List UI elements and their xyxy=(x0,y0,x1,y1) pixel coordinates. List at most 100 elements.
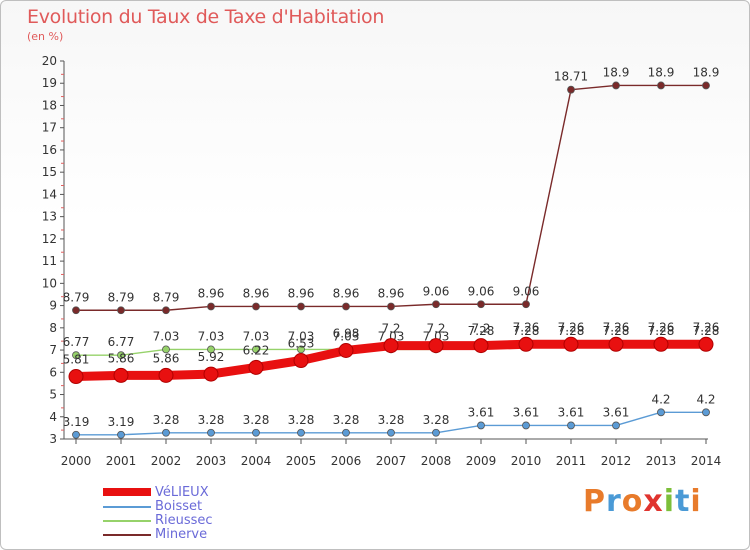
chart-unit: (en %) xyxy=(27,30,64,43)
y-tick-label: 7 xyxy=(49,343,57,357)
data-label-minerve: 8.79 xyxy=(153,290,180,304)
y-tick-label: 8 xyxy=(49,321,57,335)
data-point-minerve xyxy=(612,81,620,90)
y-tick-label: 6 xyxy=(49,365,57,379)
brand-letter: P xyxy=(583,484,606,519)
data-label-boisset: 3.28 xyxy=(153,413,180,427)
data-label-rieussec: 7.03 xyxy=(333,329,360,343)
data-point-boisset xyxy=(567,421,575,430)
x-tick-label: 2006 xyxy=(331,454,362,468)
data-label-boisset: 3.28 xyxy=(378,413,405,427)
data-label-rieussec: 7.28 xyxy=(648,324,675,338)
data-point-v-lieux xyxy=(248,359,264,375)
data-label-minerve: 18.9 xyxy=(648,65,675,79)
legend-label: Boisset xyxy=(155,499,203,514)
data-point-v-lieux xyxy=(653,336,669,352)
data-point-minerve xyxy=(297,302,305,311)
data-point-v-lieux xyxy=(563,336,579,352)
data-label-rieussec: 7.28 xyxy=(558,324,585,338)
data-label-rieussec: 7.03 xyxy=(153,329,180,343)
data-point-rieussec xyxy=(117,351,125,360)
x-tick-label: 2007 xyxy=(376,454,407,468)
data-label-v-lieux: 7.26 xyxy=(513,320,540,334)
data-label-minerve: 18.9 xyxy=(693,65,720,79)
legend-item-rieussec: Rieussec xyxy=(103,513,303,528)
data-label-rieussec: 7.03 xyxy=(378,329,405,343)
legend-swatch xyxy=(103,488,151,496)
legend-item-boisset: Boisset xyxy=(103,499,303,514)
data-point-minerve xyxy=(567,85,575,94)
data-label-rieussec: 6.77 xyxy=(63,335,90,349)
data-label-v-lieux: 6.53 xyxy=(288,337,315,351)
x-tick-label: 2014 xyxy=(691,454,722,468)
data-label-v-lieux: 6.98 xyxy=(333,327,360,341)
brand-letter: i xyxy=(663,484,676,519)
data-point-minerve xyxy=(207,302,215,311)
data-point-v-lieux xyxy=(113,367,129,383)
data-label-rieussec: 7.28 xyxy=(693,324,720,338)
data-point-rieussec xyxy=(252,345,260,354)
data-point-minerve xyxy=(252,302,260,311)
data-point-minerve xyxy=(117,306,125,315)
data-label-boisset: 4.2 xyxy=(696,392,715,406)
data-label-rieussec: 6.77 xyxy=(108,335,135,349)
data-label-boisset: 3.19 xyxy=(108,415,135,429)
legend-swatch xyxy=(103,520,151,522)
data-label-rieussec: 7.28 xyxy=(513,324,540,338)
brand-letter: t xyxy=(675,484,691,519)
data-label-v-lieux: 7.2 xyxy=(471,322,490,336)
data-point-minerve xyxy=(162,306,170,315)
x-tick-label: 2011 xyxy=(556,454,587,468)
y-tick-label: 13 xyxy=(42,210,57,224)
data-label-minerve: 8.96 xyxy=(243,286,270,300)
data-point-v-lieux xyxy=(293,353,309,369)
legend-label: VéLIEUX xyxy=(155,485,209,500)
data-label-boisset: 3.28 xyxy=(333,413,360,427)
data-label-boisset: 3.61 xyxy=(558,405,585,419)
data-point-boisset xyxy=(702,408,710,417)
legend-item-v-lieux: VéLIEUX xyxy=(103,485,303,500)
data-label-boisset: 4.2 xyxy=(651,392,670,406)
data-point-minerve xyxy=(387,302,395,311)
data-point-v-lieux xyxy=(338,343,354,359)
data-label-minerve: 8.96 xyxy=(378,286,405,300)
data-point-minerve xyxy=(342,302,350,311)
brand-letter: x xyxy=(643,484,664,519)
y-tick-label: 20 xyxy=(42,54,57,68)
x-tick-label: 2013 xyxy=(646,454,677,468)
data-point-rieussec xyxy=(207,345,215,354)
data-point-boisset xyxy=(252,428,260,437)
data-label-minerve: 8.79 xyxy=(108,290,135,304)
data-label-boisset: 3.61 xyxy=(513,405,540,419)
data-label-v-lieux: 7.26 xyxy=(603,320,630,334)
data-point-v-lieux xyxy=(68,369,84,385)
data-label-minerve: 18.9 xyxy=(603,65,630,79)
data-point-boisset xyxy=(297,428,305,437)
data-label-rieussec: 7.03 xyxy=(423,329,450,343)
data-label-minerve: 8.96 xyxy=(198,286,225,300)
data-label-rieussec: 7.28 xyxy=(603,324,630,338)
y-tick-label: 16 xyxy=(42,143,57,157)
data-label-rieussec: 7.03 xyxy=(243,329,270,343)
data-point-boisset xyxy=(522,421,530,430)
data-point-minerve xyxy=(72,306,80,315)
data-point-boisset xyxy=(612,421,620,430)
data-point-rieussec xyxy=(297,345,305,354)
data-point-v-lieux xyxy=(608,336,624,352)
brand-letter: i xyxy=(690,484,702,519)
data-point-minerve xyxy=(657,81,665,90)
data-point-boisset xyxy=(477,421,485,430)
data-label-v-lieux: 7.26 xyxy=(558,320,585,334)
data-point-boisset xyxy=(117,430,125,439)
legend-swatch xyxy=(103,506,151,508)
x-tick-label: 2000 xyxy=(61,454,92,468)
data-label-boisset: 3.28 xyxy=(243,413,270,427)
y-tick-label: 11 xyxy=(42,254,57,268)
data-point-boisset xyxy=(387,428,395,437)
y-tick-label: 9 xyxy=(49,299,57,313)
legend-label: Minerve xyxy=(155,527,208,542)
chart-title: Evolution du Taux de Taxe d'Habitation xyxy=(27,6,385,28)
data-label-v-lieux: 5.92 xyxy=(198,350,225,364)
